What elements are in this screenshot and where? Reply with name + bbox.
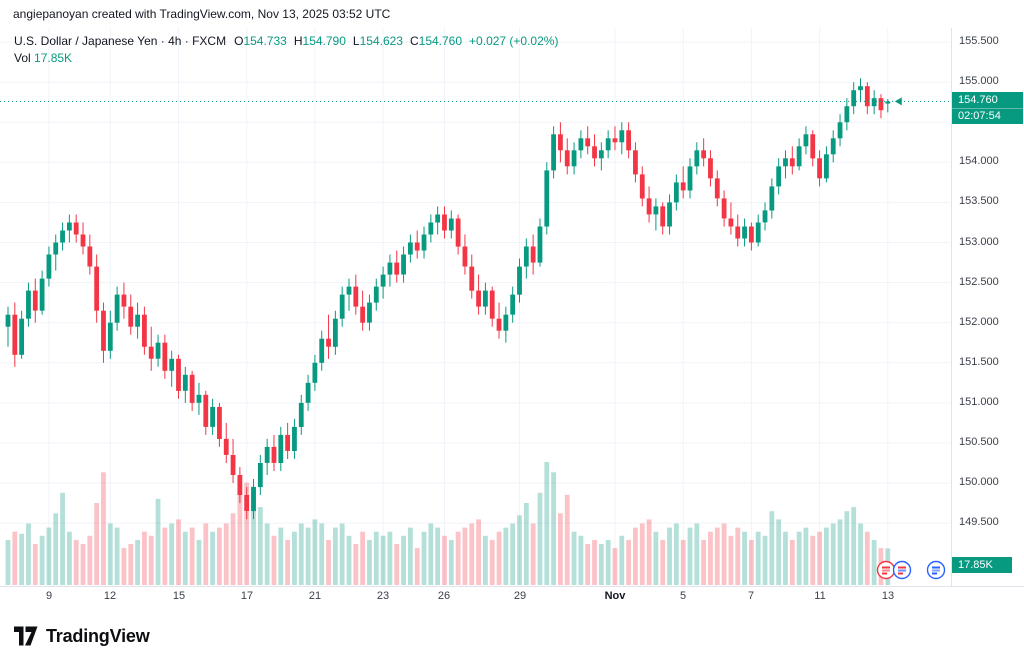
volume-value: 17.85K: [34, 51, 73, 65]
price-axis-label: 155.000: [959, 75, 999, 87]
price-axis-label: 154.000: [959, 155, 999, 167]
event-stripe: [882, 569, 890, 572]
price-axis-label: 151.500: [959, 356, 999, 368]
price-axis-label: 151.000: [959, 396, 999, 408]
time-axis-label: 13: [881, 590, 895, 602]
price-axis-separator: [951, 28, 952, 586]
high-value: 154.790: [302, 34, 346, 48]
volume-layer: [5, 462, 891, 586]
chart-canvas[interactable]: [0, 0, 952, 613]
legend: U.S. Dollar / Japanese Yen · 4h · FXCM O…: [14, 34, 558, 48]
time-axis[interactable]: 9 12 15 17 21 23 26 29 Nov 5 7 11 13: [0, 590, 952, 610]
time-axis-label: 15: [172, 590, 186, 602]
time-axis-label: 12: [103, 590, 117, 602]
last-price-marker: [894, 97, 902, 106]
brand-name: TradingView: [46, 625, 150, 646]
volume-legend: Vol 17.85K: [14, 51, 79, 65]
ohlc-high: H154.790: [294, 34, 346, 48]
price-axis-label: 152.000: [959, 316, 999, 328]
low-label: L: [352, 34, 360, 48]
open-value: 154.733: [243, 34, 287, 48]
event-stripe: [898, 572, 903, 575]
high-label: H: [293, 34, 303, 48]
time-axis-separator: [0, 586, 1024, 587]
time-axis-label: 7: [747, 590, 755, 602]
event-stripe: [932, 572, 937, 575]
event-stripe: [882, 572, 887, 575]
price-axis-label: 150.500: [959, 436, 999, 448]
time-axis-label: 11: [814, 590, 826, 602]
time-axis-label: 23: [376, 590, 390, 602]
ohlc-close: C154.760: [410, 34, 462, 48]
time-axis-label: 9: [45, 590, 53, 602]
event-stripe: [898, 566, 906, 569]
event-stripe: [932, 569, 940, 572]
last-price-badge: 154.760 02:07:54: [952, 92, 1023, 124]
close-value: 154.760: [418, 34, 463, 48]
close-label: C: [409, 34, 419, 48]
ohlc-low: L154.623: [353, 34, 403, 48]
symbol-title[interactable]: U.S. Dollar / Japanese Yen · 4h · FXCM: [14, 34, 227, 48]
change-value: +0.027 (+0.02%): [469, 34, 559, 48]
tradingview-branding[interactable]: TradingView: [13, 625, 150, 647]
time-axis-label: 29: [513, 590, 527, 602]
price-axis-label: 152.500: [959, 276, 999, 288]
attribution-text: angiepanoyan created with TradingView.co…: [13, 7, 391, 21]
candles-layer: [5, 78, 891, 520]
price-axis-label: 153.500: [959, 195, 999, 207]
open-label: O: [234, 34, 244, 48]
price-axis-label: 155.500: [959, 35, 999, 47]
event-stripe: [898, 569, 906, 572]
time-axis-label: 26: [437, 590, 451, 602]
volume-pair: Vol 17.85K: [14, 51, 72, 65]
event-stripe: [882, 566, 890, 569]
price-axis-label: 150.000: [959, 476, 999, 488]
price-axis-label: 149.500: [959, 516, 999, 528]
bar-countdown: 02:07:54: [952, 108, 1023, 124]
tradingview-logo-mark: [14, 626, 38, 646]
event-stripe: [932, 566, 940, 569]
ohlc-open: O154.733: [234, 34, 287, 48]
price-axis-label: 153.000: [959, 236, 999, 248]
volume-value-badge: 17.85K: [952, 557, 1012, 573]
last-price-value: 154.760: [952, 92, 1023, 108]
volume-label: Vol: [14, 51, 31, 65]
time-axis-label: 5: [679, 590, 687, 602]
time-axis-label: 21: [308, 590, 322, 602]
low-value: 154.623: [359, 34, 403, 48]
time-axis-label: 17: [240, 590, 254, 602]
price-axis[interactable]: 155.500155.000154.500154.000153.500153.0…: [952, 0, 1024, 586]
economic-event-icon-red-blue[interactable]: [892, 560, 912, 580]
economic-event-icon-blue[interactable]: [926, 560, 946, 580]
time-axis-label: Nov: [604, 590, 626, 602]
